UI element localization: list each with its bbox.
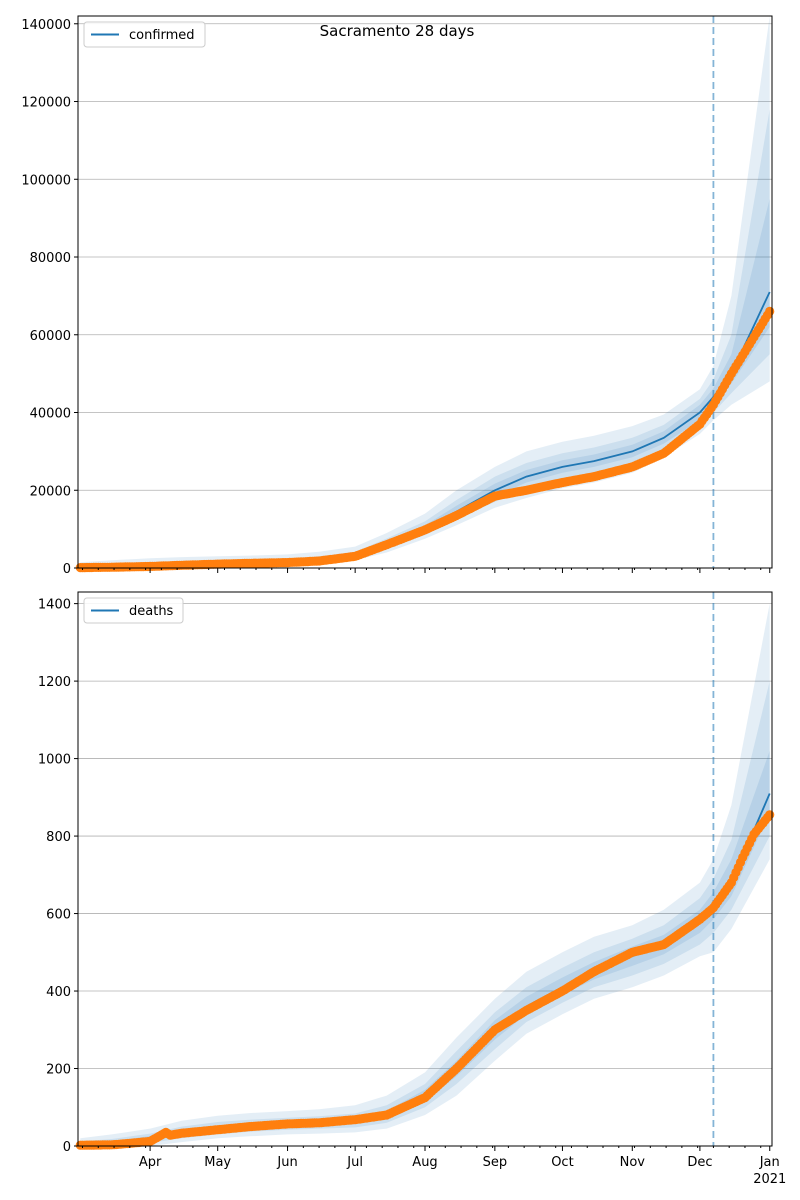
deaths-x-tick-label: Apr [139,1155,162,1170]
confirmed-y-axis: 0 20000 40000 60000 80000 100000 120000 140000 [21,18,78,577]
confirmed-band-2 [80,109,770,568]
confirmed-y-tick-label: 40000 [30,407,71,422]
deaths-x-tick-label: Sep [483,1155,508,1170]
deaths-y-tick-label: 0 [63,1140,71,1155]
confirmed-x-axis-ticks [82,568,771,573]
deaths-y-tick-label: 600 [46,908,71,923]
deaths-y-tick-label: 1000 [38,753,71,768]
deaths-y-tick-label: 1200 [38,675,71,690]
deaths-y-axis: 0 200 400 600 800 1000 1200 1400 [38,598,78,1155]
confirmed-observed-point [765,306,775,316]
deaths-legend-box [83,597,184,624]
deaths-panel: 0 200 400 600 800 1000 1200 1400 Apr May Jun Jul Au… [38,591,786,1187]
deaths-x-tick-label: Aug [412,1155,437,1170]
deaths-observed-point [765,810,775,820]
deaths-x-tick-label: May [204,1155,231,1170]
deaths-x-axis: Apr May Jun Jul Aug Sep Oct Nov Dec Jan 2021 [82,1146,786,1187]
confirmed-legend-box [83,21,206,48]
deaths-observed-points [75,810,775,1150]
deaths-legend-label: deaths [129,604,174,619]
confirmed-confidence-bands [80,16,770,568]
deaths-x-year-label: 2021 [753,1172,786,1187]
confirmed-observed-points [75,306,775,573]
confirmed-y-tick-label: 140000 [21,18,71,33]
deaths-x-tick-label: Jul [346,1155,363,1170]
confirmed-y-tick-label: 120000 [21,96,71,111]
confirmed-panel: 020000400006000080000100000120000140000 … [21,15,775,577]
deaths-x-tick-label: Jun [276,1155,297,1170]
deaths-y-tick-label: 800 [46,830,71,845]
confirmed-y-tick-label: 20000 [30,484,71,499]
chart-title: Sacramento 28 days [320,22,475,40]
deaths-x-tick-label: Dec [687,1155,712,1170]
deaths-x-tick-label: Oct [551,1155,573,1170]
deaths-legend[interactable]: deaths [83,597,184,624]
confirmed-legend[interactable]: confirmed [83,21,206,48]
confirmed-y-tick-label: 60000 [30,329,71,344]
confirmed-y-tick-label: 80000 [30,251,71,266]
deaths-x-tick-label: Jan [759,1155,780,1170]
deaths-y-tick-label: 1400 [38,598,71,613]
deaths-y-tick-label: 200 [46,1063,71,1078]
confirmed-y-tick-label: 100000 [21,173,71,188]
confirmed-y-tick-label: 0 [63,562,71,577]
confirmed-legend-label: confirmed [129,28,195,43]
deaths-x-tick-label: Nov [620,1155,646,1170]
deaths-y-tick-label: 400 [46,985,71,1000]
